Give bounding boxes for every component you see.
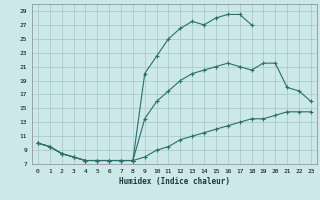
X-axis label: Humidex (Indice chaleur): Humidex (Indice chaleur) (119, 177, 230, 186)
